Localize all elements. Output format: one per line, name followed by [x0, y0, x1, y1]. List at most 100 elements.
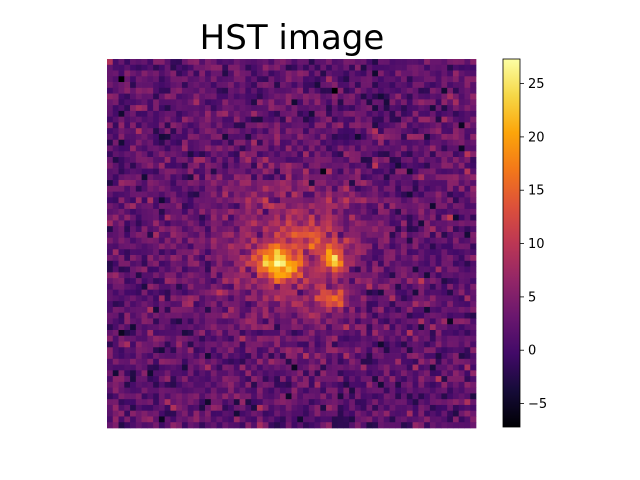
heatmap-cell [193, 370, 200, 377]
heatmap-cell [268, 70, 275, 77]
heatmap-cell [395, 335, 402, 342]
heatmap-cell [228, 226, 235, 233]
heatmap-cell [158, 370, 166, 377]
heatmap-cell [429, 105, 436, 112]
heatmap-cell [124, 422, 131, 429]
heatmap-cell [256, 295, 264, 302]
heatmap-cell [412, 341, 419, 348]
heatmap-cell [372, 99, 379, 106]
heatmap-cell [279, 260, 287, 267]
heatmap-cell [256, 162, 264, 169]
heatmap-cell [170, 145, 177, 152]
heatmap-cell [458, 329, 465, 337]
heatmap-cell [377, 76, 385, 83]
heatmap-cell [401, 289, 408, 296]
heatmap-cell [291, 381, 298, 388]
heatmap-cell [320, 399, 327, 406]
heatmap-cell [337, 387, 344, 394]
heatmap-cell [401, 82, 408, 89]
heatmap-cell [279, 353, 287, 360]
heatmap-cell [112, 76, 119, 83]
heatmap-cell [164, 180, 171, 187]
colorbar-tick-label: −5 [528, 397, 547, 412]
heatmap-cell [256, 324, 264, 331]
heatmap-cell [326, 404, 333, 412]
heatmap-cell [158, 329, 166, 337]
heatmap-cell [130, 64, 137, 71]
heatmap-cell [262, 231, 269, 239]
heatmap-cell [193, 191, 200, 198]
heatmap-cell [124, 381, 131, 388]
heatmap-cell [107, 139, 114, 146]
heatmap-cell [464, 70, 471, 77]
heatmap-cell [389, 145, 396, 152]
heatmap-cell [205, 410, 212, 417]
heatmap-cell [228, 116, 235, 123]
heatmap-cell [401, 116, 408, 123]
heatmap-cell [274, 278, 281, 285]
heatmap-cell [118, 151, 125, 158]
heatmap-cell [470, 203, 477, 210]
heatmap-cell [441, 162, 448, 169]
heatmap-cell [424, 99, 431, 106]
heatmap-cell [158, 64, 166, 71]
heatmap-cell [216, 404, 223, 412]
heatmap-cell [320, 185, 327, 192]
heatmap-cell [354, 133, 362, 141]
heatmap-cell [164, 59, 171, 66]
heatmap-cell [406, 70, 413, 77]
heatmap-cell [170, 64, 177, 71]
heatmap-cell [112, 376, 119, 383]
heatmap-cell [395, 226, 402, 233]
heatmap-cell [205, 185, 212, 192]
heatmap-cell [337, 151, 344, 158]
heatmap-cell [354, 399, 362, 406]
heatmap-cell [326, 306, 333, 314]
heatmap-cell [389, 99, 396, 106]
heatmap-cell [447, 404, 454, 412]
heatmap-cell [268, 128, 275, 135]
heatmap-cell [429, 151, 436, 158]
heatmap-cell [458, 93, 465, 100]
heatmap-cell [268, 329, 275, 337]
heatmap-cell [458, 145, 465, 152]
heatmap-cell [412, 203, 419, 210]
heatmap-cell [447, 226, 454, 233]
heatmap-cell [205, 312, 212, 319]
heatmap-cell [401, 278, 408, 285]
heatmap-cell [326, 168, 333, 175]
heatmap-cell [262, 180, 269, 187]
heatmap-cell [326, 341, 333, 348]
heatmap-cell [112, 260, 119, 267]
heatmap-cell [187, 283, 194, 290]
heatmap-cell [181, 249, 189, 256]
heatmap-cell [452, 214, 460, 221]
heatmap-cell [429, 324, 436, 331]
heatmap-cell [464, 249, 471, 256]
heatmap-cell [366, 272, 373, 279]
heatmap-cell [251, 358, 258, 365]
heatmap-cell [216, 410, 223, 417]
heatmap-cell [308, 197, 315, 204]
heatmap-cell [377, 99, 385, 106]
heatmap-cell [285, 99, 292, 106]
heatmap-cell [435, 59, 442, 66]
heatmap-cell [164, 329, 171, 337]
heatmap-cell [326, 87, 333, 94]
heatmap-cell [372, 139, 379, 146]
heatmap-cell [256, 128, 264, 135]
heatmap-cell [135, 93, 142, 100]
heatmap-cell [308, 99, 315, 106]
heatmap-cell [424, 341, 431, 348]
heatmap-cell [326, 364, 333, 371]
heatmap-cell [366, 116, 373, 123]
heatmap-cell [360, 329, 367, 337]
heatmap-cell [135, 168, 142, 175]
heatmap-cell [395, 329, 402, 337]
heatmap-cell [458, 174, 465, 181]
heatmap-cell [464, 145, 471, 152]
heatmap-cell [320, 151, 327, 158]
heatmap-cell [406, 416, 413, 423]
heatmap-cell [354, 353, 362, 360]
heatmap-cell [222, 59, 229, 66]
